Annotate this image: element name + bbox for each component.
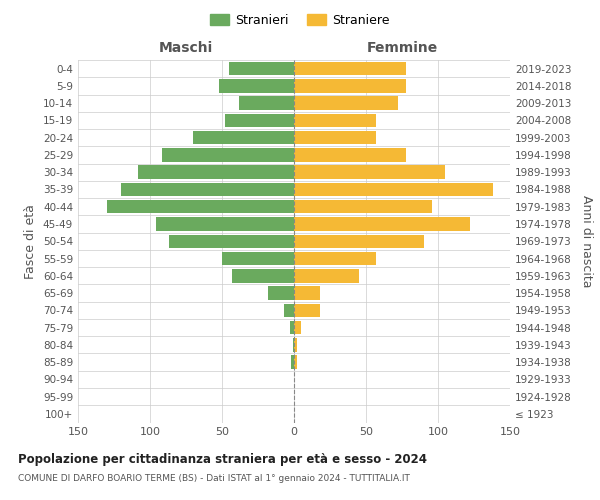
Legend: Stranieri, Straniere: Stranieri, Straniere [205, 8, 395, 32]
Bar [294, 131, 376, 144]
Text: COMUNE DI DARFO BOARIO TERME (BS) - Dati ISTAT al 1° gennaio 2024 - TUTTITALIA.I: COMUNE DI DARFO BOARIO TERME (BS) - Dati… [18, 474, 410, 483]
Bar [225, 114, 294, 127]
Bar [239, 96, 294, 110]
Bar [222, 252, 294, 265]
Bar [294, 79, 406, 92]
Bar [294, 356, 297, 369]
Bar [284, 304, 294, 317]
Bar [121, 182, 294, 196]
Y-axis label: Fasce di età: Fasce di età [25, 204, 37, 279]
Bar [219, 79, 294, 92]
Bar [294, 234, 424, 248]
Bar [294, 252, 376, 265]
Bar [232, 269, 294, 282]
Bar [294, 338, 297, 351]
Text: Popolazione per cittadinanza straniera per età e sesso - 2024: Popolazione per cittadinanza straniera p… [18, 452, 427, 466]
Bar [293, 338, 294, 351]
Bar [156, 218, 294, 230]
Bar [291, 356, 294, 369]
Bar [139, 166, 294, 179]
Bar [294, 304, 320, 317]
Y-axis label: Anni di nascita: Anni di nascita [580, 195, 593, 288]
Bar [294, 269, 359, 282]
Bar [294, 148, 406, 162]
Bar [294, 218, 470, 230]
Bar [294, 182, 493, 196]
Bar [294, 166, 445, 179]
Bar [229, 62, 294, 76]
Bar [268, 286, 294, 300]
Bar [161, 148, 294, 162]
Bar [169, 234, 294, 248]
Bar [294, 200, 432, 213]
Bar [107, 200, 294, 213]
Bar [294, 286, 320, 300]
Bar [294, 62, 406, 76]
Bar [294, 114, 376, 127]
Text: Femmine: Femmine [367, 41, 437, 55]
Bar [290, 321, 294, 334]
Bar [193, 131, 294, 144]
Bar [294, 96, 398, 110]
Bar [294, 321, 301, 334]
Text: Maschi: Maschi [159, 41, 213, 55]
